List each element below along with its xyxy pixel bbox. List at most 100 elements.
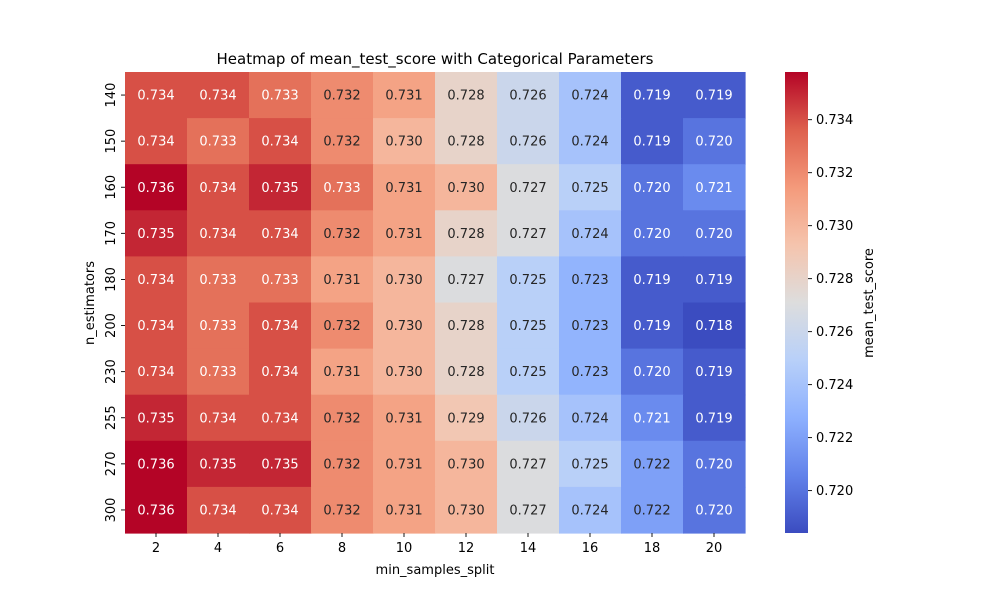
heatmap-cell [187, 164, 250, 211]
heatmap-cell [373, 440, 436, 488]
cell-value-label: 0.730 [385, 135, 422, 150]
cell-value-label: 0.730 [385, 365, 422, 380]
cell-value-label: 0.734 [261, 365, 298, 380]
heatmap-cell [559, 302, 622, 350]
heatmap-cell [187, 210, 250, 257]
cell-value-label: 0.732 [323, 135, 360, 150]
y-tick-label: 270 [104, 451, 119, 476]
cell-value-label: 0.719 [695, 411, 732, 426]
heatmap-cell [559, 394, 622, 442]
heatmap-cell [497, 302, 560, 350]
heatmap-cell [373, 256, 436, 304]
cell-value-label: 0.727 [509, 503, 546, 518]
heatmap-cell [435, 348, 498, 396]
cell-value-label: 0.727 [509, 457, 546, 472]
y-tick-label: 170 [104, 221, 119, 246]
heatmap-cell [683, 210, 746, 257]
heatmap-cell [373, 210, 436, 257]
cell-value-label: 0.725 [571, 181, 608, 196]
heatmap-cell [683, 118, 746, 165]
heatmap-cell [187, 72, 250, 119]
cell-value-label: 0.733 [199, 365, 236, 380]
cell-value-label: 0.734 [261, 411, 298, 426]
heatmap-cell [311, 118, 374, 165]
cell-value-label: 0.734 [261, 227, 298, 242]
cell-value-label: 0.733 [199, 273, 236, 288]
cell-value-label: 0.725 [571, 457, 608, 472]
heatmap-cell [683, 72, 746, 119]
cell-value-label: 0.726 [509, 89, 546, 104]
y-axis: 140 150 160 170 180 200 230 255 270 300 [104, 83, 125, 522]
heatmap-cell [683, 302, 746, 350]
cell-value-label: 0.733 [199, 135, 236, 150]
cell-value-label: 0.731 [385, 411, 422, 426]
cell-value-label: 0.727 [447, 273, 484, 288]
heatmap-cell [683, 394, 746, 442]
cell-value-label: 0.730 [447, 503, 484, 518]
cell-value-label: 0.719 [633, 89, 670, 104]
x-tick-label: 2 [152, 541, 160, 556]
cell-value-label: 0.724 [571, 135, 608, 150]
heatmap-cell [435, 164, 498, 211]
cell-value-label: 0.732 [323, 319, 360, 334]
y-tick-label: 200 [104, 313, 119, 338]
cell-value-label: 0.735 [261, 457, 298, 472]
heatmap-cell [125, 256, 188, 304]
heatmap-cell [435, 210, 498, 257]
cell-value-label: 0.733 [261, 273, 298, 288]
heatmap-cell [249, 164, 312, 211]
heatmap-cell [187, 302, 250, 350]
colorbar-tick-label: 0.734 [816, 113, 853, 128]
heatmap-cell [249, 486, 312, 534]
heatmap-cell [559, 164, 622, 211]
heatmap-cell [497, 256, 560, 304]
heatmap-cell [621, 348, 684, 396]
cell-value-label: 0.723 [571, 273, 608, 288]
cell-value-label: 0.731 [323, 273, 360, 288]
heatmap-cell [621, 72, 684, 119]
cell-value-label: 0.734 [199, 227, 236, 242]
heatmap-cell [559, 486, 622, 534]
y-tick-label: 150 [104, 129, 119, 154]
heatmap-cell [373, 72, 436, 119]
x-axis-label: min_samples_split [376, 563, 495, 578]
heatmap-cell [187, 118, 250, 165]
heatmap-cell [435, 118, 498, 165]
cell-value-label: 0.726 [509, 135, 546, 150]
heatmap-cell [621, 118, 684, 165]
heatmap-cell [187, 394, 250, 442]
x-tick-label: 20 [706, 541, 723, 556]
cell-value-label: 0.728 [447, 365, 484, 380]
cell-value-label: 0.732 [323, 503, 360, 518]
heatmap-cell [311, 440, 374, 488]
heatmap-cell [249, 210, 312, 257]
y-axis-label: n_estimators [83, 261, 98, 345]
cell-value-label: 0.727 [509, 227, 546, 242]
heatmap-cell [621, 486, 684, 534]
cell-value-label: 0.720 [633, 227, 670, 242]
heatmap-cell [249, 394, 312, 442]
y-tick-label: 255 [104, 405, 119, 430]
x-tick-label: 16 [582, 541, 599, 556]
heatmap-cell [435, 256, 498, 304]
colorbar-tick-label: 0.720 [816, 484, 853, 499]
y-tick-label: 180 [104, 267, 119, 292]
heatmap-cell [311, 486, 374, 534]
colorbar-tick-label: 0.730 [816, 219, 853, 234]
cell-value-label: 0.733 [199, 319, 236, 334]
heatmap-cell [311, 256, 374, 304]
cell-value-label: 0.724 [571, 89, 608, 104]
x-tick-label: 8 [338, 541, 346, 556]
y-tick-label: 140 [104, 83, 119, 108]
x-tick-label: 14 [520, 541, 537, 556]
cell-value-label: 0.730 [385, 319, 422, 334]
cell-value-label: 0.736 [137, 457, 174, 472]
heatmap-cell [559, 256, 622, 304]
cell-value-label: 0.734 [137, 273, 174, 288]
cell-value-label: 0.721 [695, 181, 732, 196]
heatmap-cell [497, 72, 560, 119]
heatmap-cell [497, 210, 560, 257]
heatmap-cell [621, 394, 684, 442]
cell-value-label: 0.732 [323, 89, 360, 104]
